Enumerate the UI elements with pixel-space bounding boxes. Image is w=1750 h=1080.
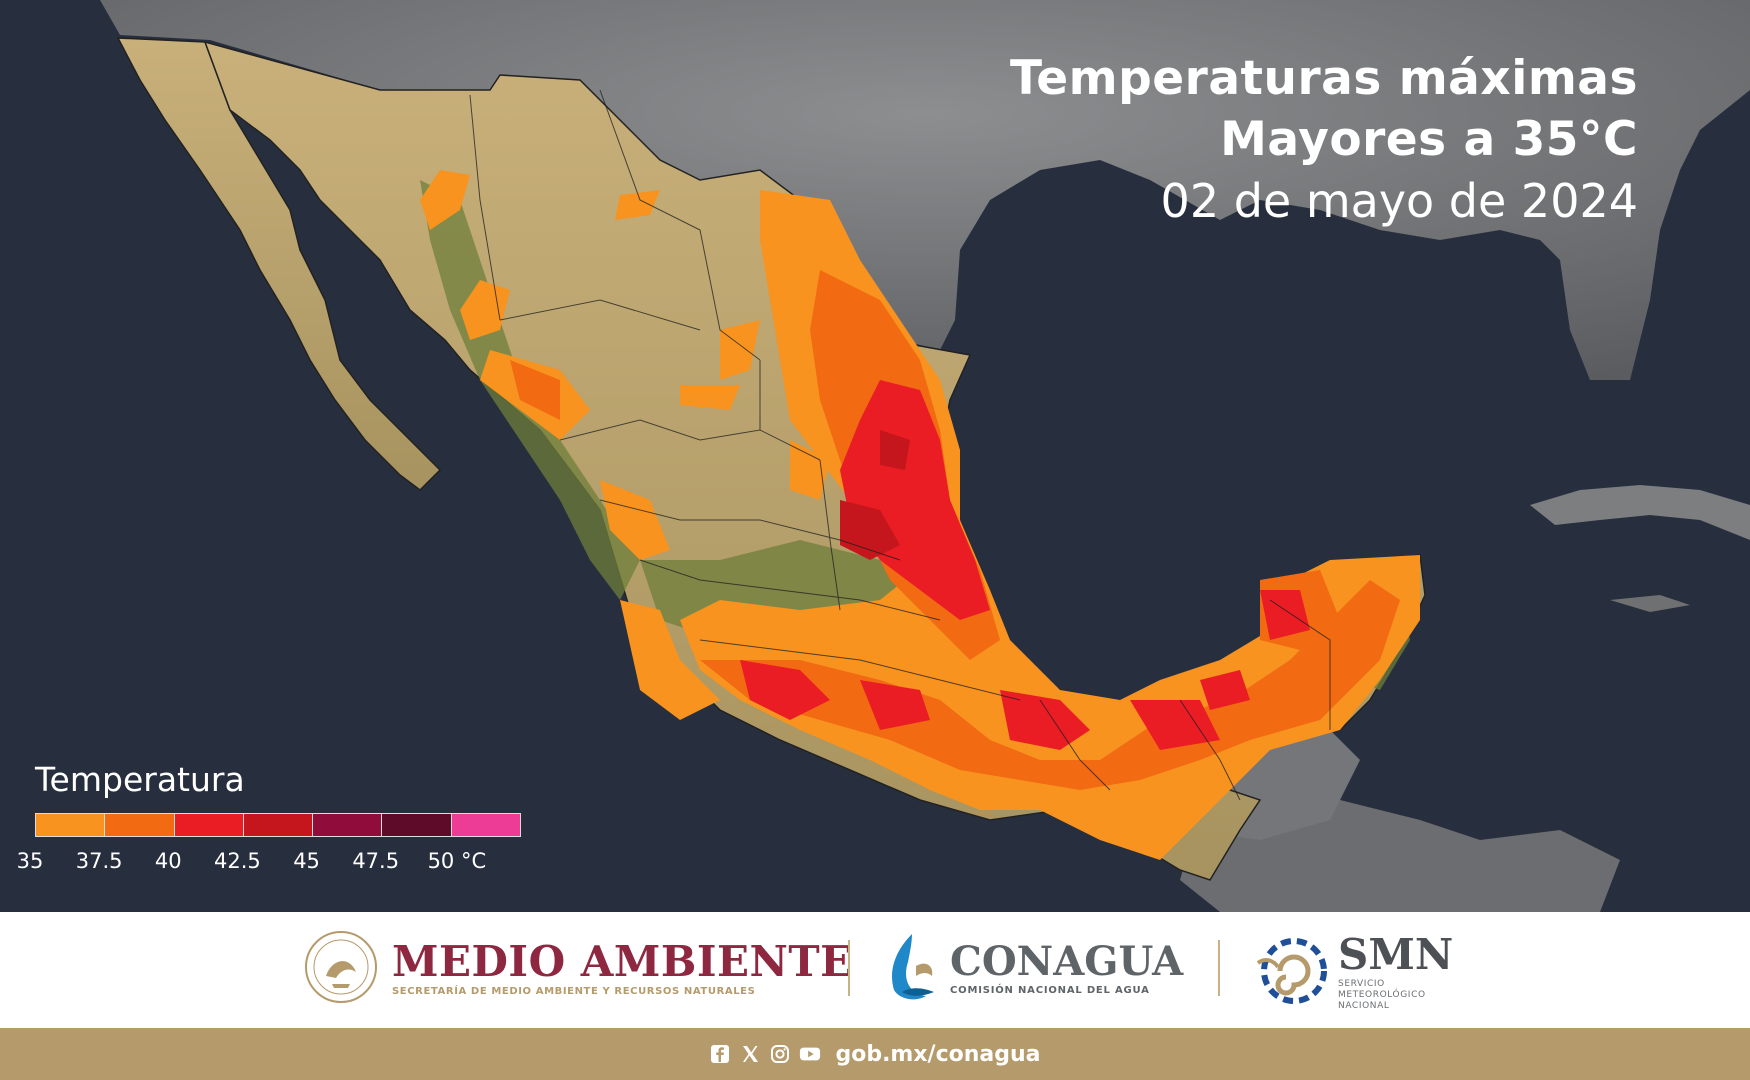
logo-separator xyxy=(848,940,850,996)
smn-subtitle-2: METEOROLÓGICO xyxy=(1338,990,1426,1000)
legend-tick-label: 35 xyxy=(16,849,44,873)
footer-url-link[interactable]: gob.mx/conagua xyxy=(835,1041,1041,1067)
usa-landmass xyxy=(100,0,1750,380)
legend-swatch xyxy=(36,814,106,836)
legend-tick-label: 50 °C xyxy=(427,849,487,873)
x-icon[interactable] xyxy=(739,1043,761,1065)
temperature-map xyxy=(0,0,1750,912)
social-icons xyxy=(709,1043,821,1065)
smn-subtitle-3: NACIONAL xyxy=(1338,1001,1390,1011)
legend-swatch xyxy=(382,814,452,836)
map-area: Temperaturas máximas Mayores a 35°C 02 d… xyxy=(0,0,1750,912)
conagua-name: CONAGUA xyxy=(950,938,1184,985)
temperature-legend: Temperatura 35 37.5 40 42.5 45 47.5 50 °C xyxy=(16,760,536,879)
conagua-logo[interactable]: CONAGUA COMISIÓN NACIONAL DEL AGUA xyxy=(882,930,1183,1004)
legend-swatch xyxy=(174,814,244,836)
legend-swatch xyxy=(313,814,383,836)
conagua-wave-icon xyxy=(892,934,934,1000)
jamaica xyxy=(1610,595,1690,612)
legend-color-bar xyxy=(35,813,521,837)
legend-tick-label: 45 xyxy=(293,849,320,873)
medio-ambiente-name: MEDIO AMBIENTE xyxy=(392,937,853,986)
medio-ambiente-subtitle: SECRETARÍA DE MEDIO AMBIENTE Y RECURSOS … xyxy=(392,986,756,997)
footer-bar: gob.mx/conagua xyxy=(0,1028,1750,1080)
instagram-icon[interactable] xyxy=(769,1043,791,1065)
smn-subtitle-1: SERVICIO xyxy=(1338,979,1385,989)
title-block: Temperaturas máximas Mayores a 35°C 02 d… xyxy=(1010,48,1638,232)
title-line-1: Temperaturas máximas xyxy=(1009,51,1638,106)
legend-tick-labels: 35 37.5 40 42.5 45 47.5 50 °C xyxy=(16,849,536,879)
logo-separator xyxy=(1218,940,1220,996)
date-line: 02 de mayo de 2024 xyxy=(1160,174,1638,228)
smn-name: SMN xyxy=(1338,930,1454,979)
legend-swatch xyxy=(105,814,175,836)
coat-of-arms-icon xyxy=(305,931,377,1003)
legend-title: Temperatura xyxy=(35,760,245,799)
baja-california xyxy=(116,37,442,491)
smn-logo[interactable]: SMN SERVICIO METEOROLÓGICO NACIONAL xyxy=(1252,930,1453,1012)
legend-swatch xyxy=(243,814,314,836)
legend-tick-label: 37.5 xyxy=(75,849,123,873)
legend-tick-label: 42.5 xyxy=(214,849,261,873)
conagua-subtitle: COMISIÓN NACIONAL DEL AGUA xyxy=(950,985,1150,996)
title-line-2: Mayores a 35°C xyxy=(1220,112,1638,167)
heat-40-42 xyxy=(740,380,1310,750)
youtube-icon[interactable] xyxy=(799,1043,821,1065)
legend-tick-label: 47.5 xyxy=(352,849,400,873)
medio-ambiente-logo[interactable]: MEDIO AMBIENTE SECRETARÍA DE MEDIO AMBIE… xyxy=(302,928,853,1006)
logo-band xyxy=(0,912,1750,1028)
smn-spiral-icon xyxy=(1256,938,1327,1004)
legend-swatch xyxy=(451,814,520,836)
facebook-icon[interactable] xyxy=(709,1043,731,1065)
cuba xyxy=(1530,485,1750,540)
state-borders xyxy=(469,89,1331,801)
legend-tick-label: 40 xyxy=(154,849,182,873)
